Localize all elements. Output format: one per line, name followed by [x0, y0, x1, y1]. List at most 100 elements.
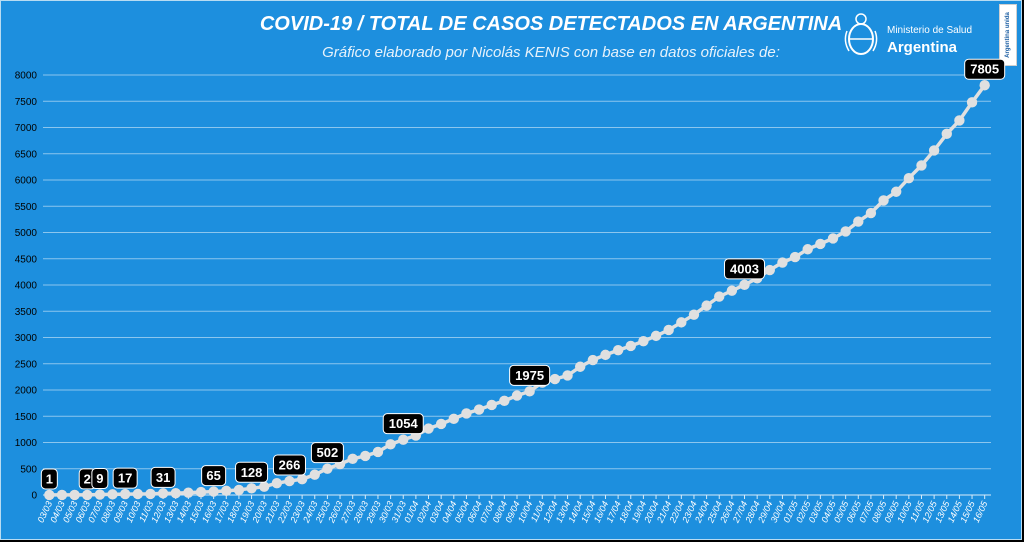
data-point — [132, 488, 143, 500]
data-label-box — [724, 258, 766, 280]
data-point — [473, 404, 485, 415]
chart-title: COVID-19 / TOTAL DE CASOS DETECTADOS EN … — [259, 13, 843, 35]
y-tick-label: 6000 — [15, 176, 38, 187]
data-label: 502 — [310, 442, 344, 464]
data-point — [246, 483, 257, 494]
data-label-text: 266 — [279, 458, 301, 473]
data-point — [94, 489, 106, 500]
data-point — [259, 481, 270, 492]
data-label-box — [964, 58, 1006, 80]
data-labels: 1 2 9 17 31 65 128 266 502 1054 1975 4003 7805 — [40, 58, 1006, 490]
x-axis: 03/0304/0305/0306/0307/0308/0309/0310/03… — [36, 495, 990, 525]
data-point — [941, 128, 952, 140]
data-label-box — [382, 413, 424, 435]
data-point — [372, 446, 384, 458]
y-tick-label: 5000 — [15, 228, 38, 239]
data-label: 266 — [272, 454, 306, 476]
data-label-text: 7805 — [970, 62, 999, 77]
data-point — [486, 399, 497, 411]
data-point — [827, 233, 839, 244]
data-label-box — [509, 364, 551, 386]
data-point — [221, 485, 232, 497]
y-tick-label: 2000 — [15, 386, 38, 397]
data-label: 4003 — [724, 258, 766, 280]
data-point — [916, 160, 927, 171]
y-tick-label: 4000 — [15, 281, 38, 292]
data-point — [954, 115, 965, 126]
y-tick-label: 3500 — [15, 307, 38, 318]
y-tick-label: 7000 — [15, 123, 38, 134]
data-point — [549, 373, 561, 385]
y-tick-label: 2500 — [15, 359, 38, 370]
data-point — [688, 309, 700, 320]
chart-subtitle: Gráfico elaborado por Nicolás KENIS con … — [322, 44, 780, 61]
data-label-box — [272, 454, 306, 476]
data-label-text: 17 — [118, 471, 132, 486]
data-point — [157, 488, 169, 499]
y-axis: 0 500 1000 1500 2000 2500 3000 3500 4000 4500 5000… — [15, 71, 38, 502]
data-point — [145, 488, 156, 500]
data-label-text: 4003 — [730, 261, 759, 276]
data-label: 1054 — [382, 413, 424, 435]
data-point — [903, 173, 915, 184]
data-point — [840, 226, 851, 237]
data-point — [296, 473, 308, 485]
data-point — [271, 477, 283, 489]
data-point — [448, 413, 459, 425]
y-tick-label: 500 — [20, 464, 37, 475]
data-point — [44, 489, 55, 501]
data-label-box — [235, 461, 269, 483]
data-point — [928, 145, 940, 156]
data-label: 9 — [91, 468, 109, 490]
data-point — [701, 300, 712, 311]
data-label-text: 1975 — [515, 368, 544, 383]
y-tick-label: 6500 — [15, 149, 38, 160]
ministry-name: Ministerio de Salud — [887, 25, 973, 36]
y-tick-label: 7500 — [15, 97, 38, 108]
data-point — [309, 469, 320, 480]
data-point — [638, 335, 649, 347]
data-point — [587, 354, 599, 366]
data-point — [82, 489, 93, 501]
data-point — [233, 484, 245, 496]
data-point — [739, 279, 750, 291]
data-point — [385, 439, 396, 450]
data-point — [714, 291, 725, 302]
data-point — [789, 251, 801, 263]
data-label-box — [112, 467, 138, 489]
y-tick-label: 1500 — [15, 412, 38, 423]
series-line-path — [49, 84, 987, 497]
y-tick-label: 8000 — [15, 71, 38, 82]
gridlines — [43, 74, 991, 496]
data-label-text: 1054 — [389, 416, 419, 431]
data-label: 1975 — [509, 364, 551, 386]
data-point — [524, 386, 535, 397]
data-label-box — [201, 465, 227, 487]
data-label-text: 31 — [156, 470, 170, 485]
data-point — [435, 418, 447, 430]
data-point — [979, 80, 990, 91]
y-tick-label: 0 — [31, 491, 37, 502]
data-label-text: 65 — [206, 468, 220, 483]
data-point — [878, 195, 889, 206]
data-point — [853, 216, 864, 227]
data-point — [650, 330, 662, 342]
data-label-text: 128 — [241, 465, 263, 480]
data-point — [676, 317, 687, 328]
ministry-logo: Ministerio de Salud Argentina — [841, 11, 991, 61]
data-point — [423, 423, 434, 434]
data-point — [815, 238, 826, 250]
data-label: 1 — [40, 468, 58, 490]
data-point — [183, 487, 194, 498]
data-label: 7805 — [964, 58, 1006, 80]
data-point — [511, 390, 523, 401]
data-label: 65 — [201, 465, 227, 487]
data-point — [195, 486, 207, 498]
data-point — [322, 463, 333, 474]
data-point — [726, 285, 738, 296]
data-label: 31 — [150, 466, 176, 488]
data-point — [802, 244, 813, 255]
data-point — [208, 486, 219, 497]
